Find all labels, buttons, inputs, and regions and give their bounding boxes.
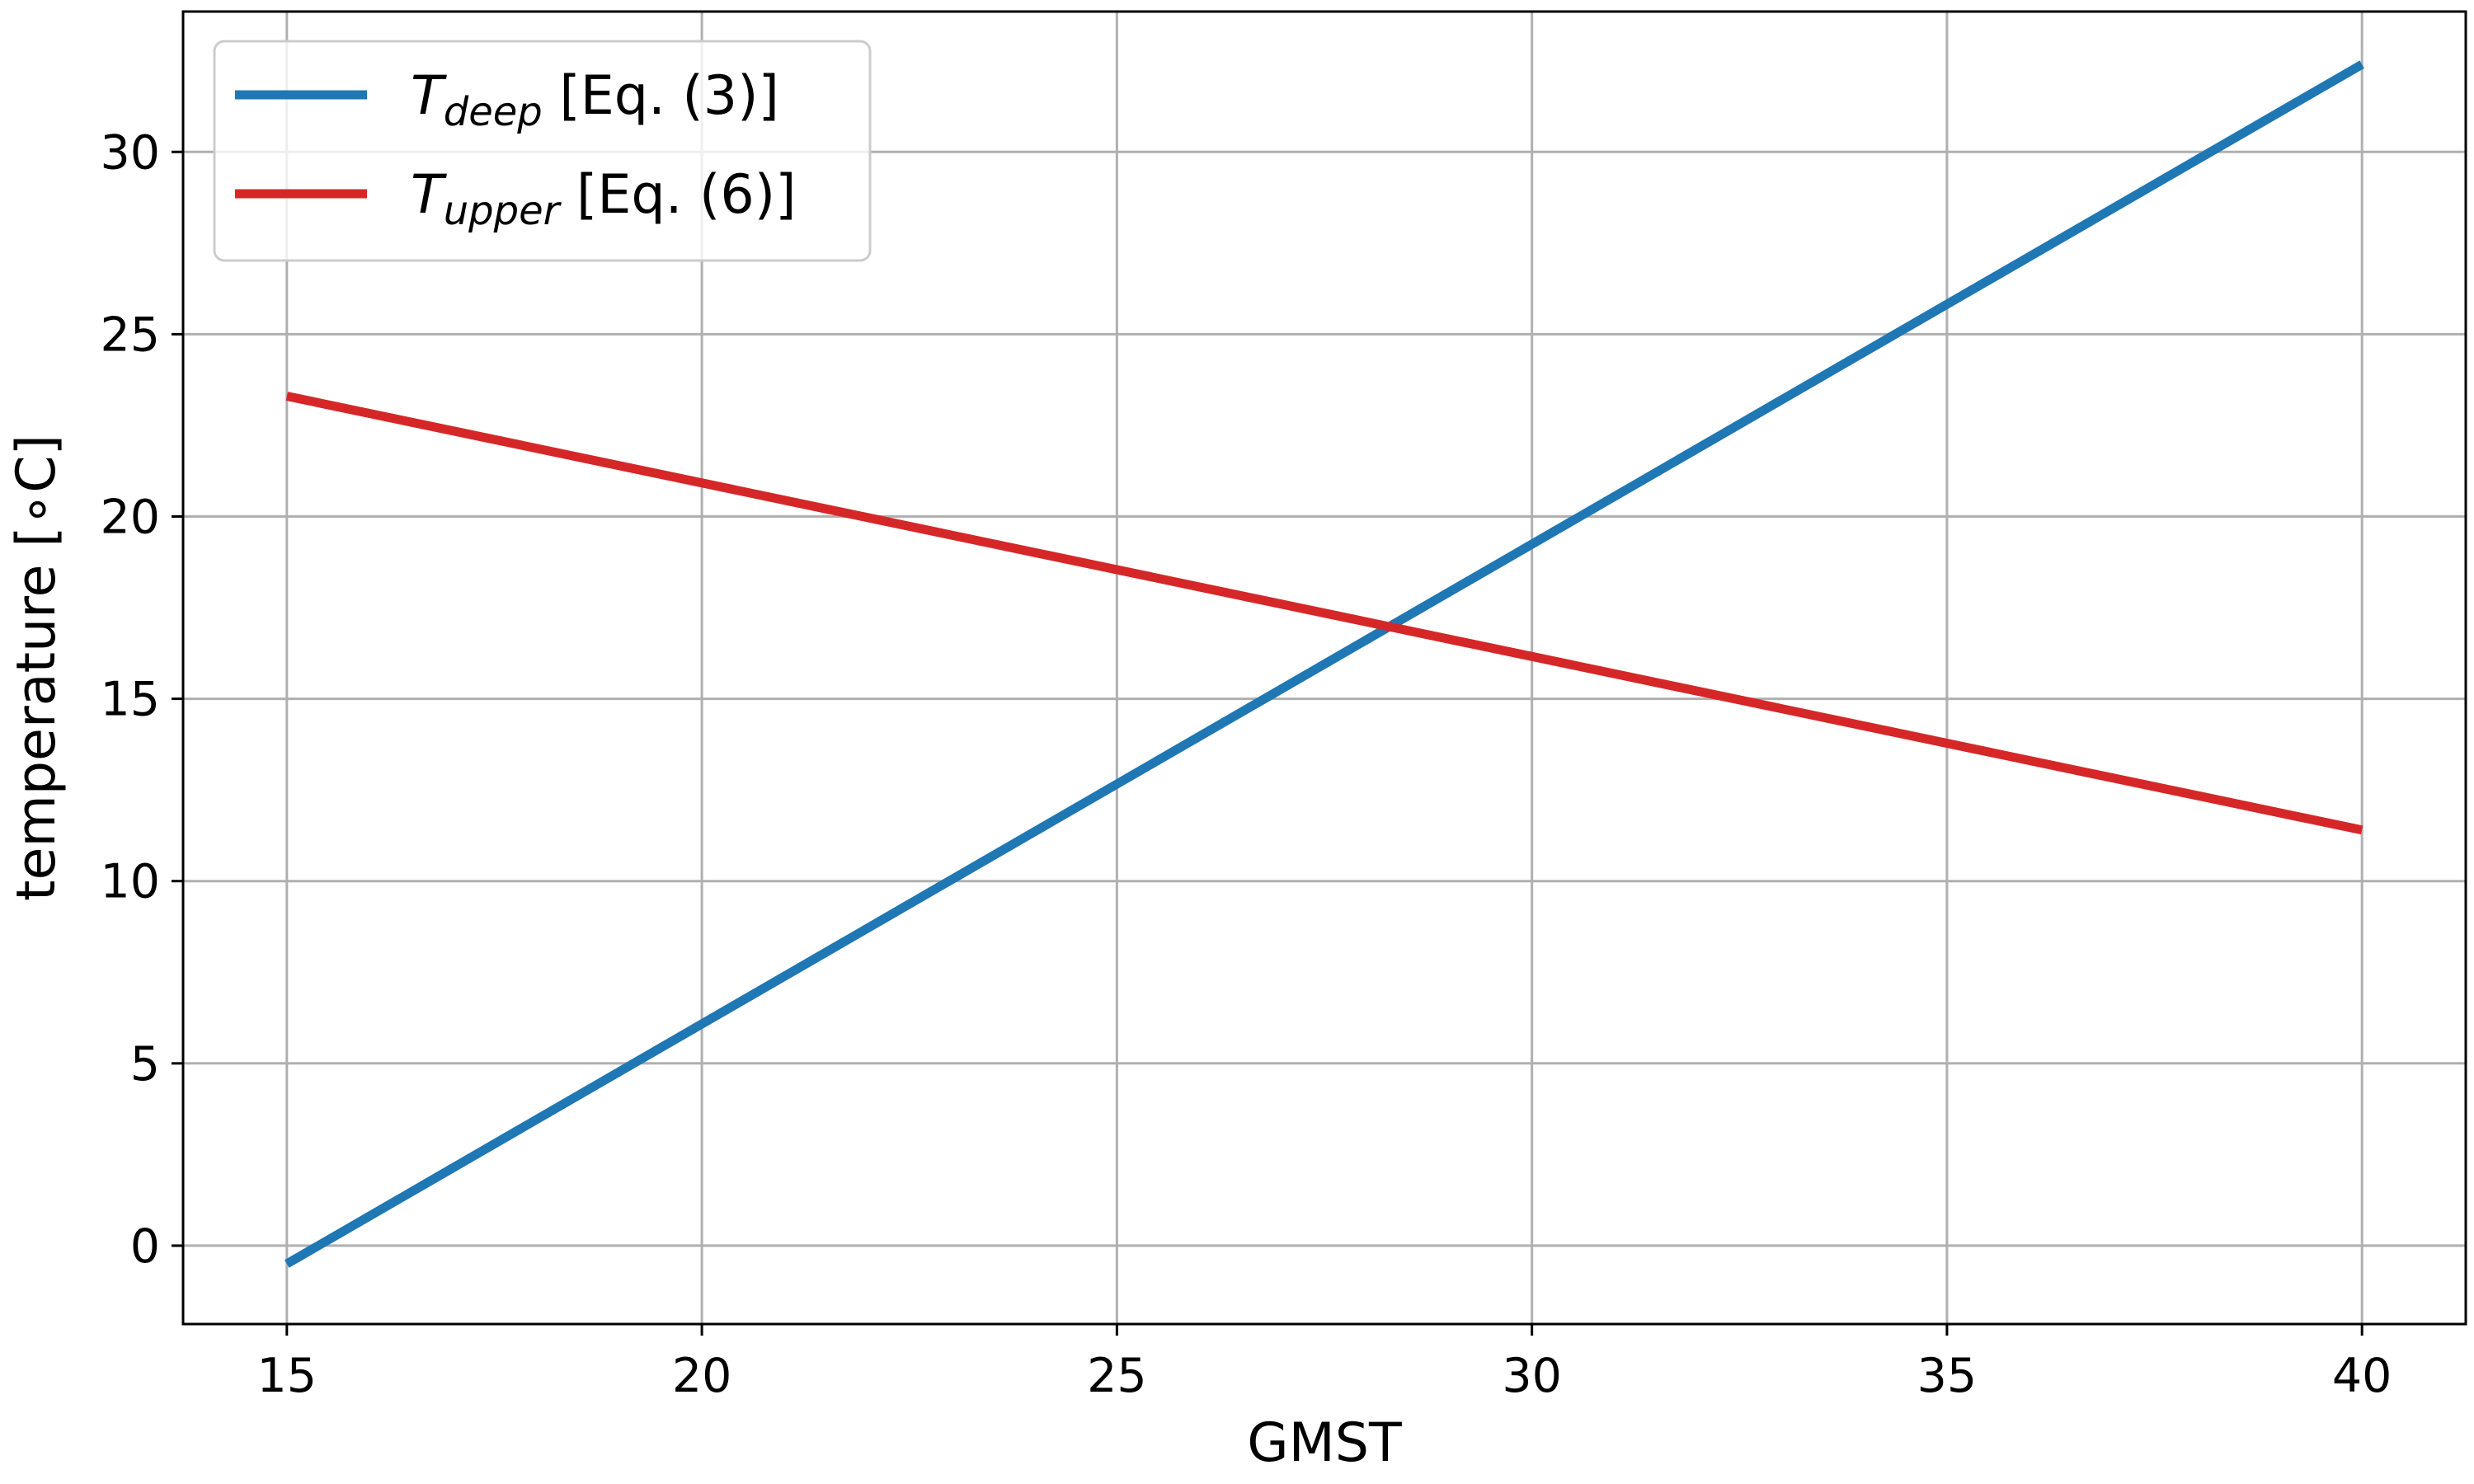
x-tick-label: 15: [257, 1349, 317, 1403]
x-tick-label: 25: [1087, 1349, 1147, 1403]
x-tick-label: 40: [2332, 1349, 2392, 1403]
x-tick-label: 30: [1502, 1349, 1562, 1403]
x-tick-label: 35: [1917, 1349, 1978, 1403]
y-tick-label: 30: [100, 125, 160, 180]
legend: Tdeep [Eq. (3)] Tupper [Eq. (6)]: [213, 40, 872, 262]
y-tick-label: 5: [130, 1037, 160, 1092]
legend-label: Tdeep [Eq. (3)]: [411, 65, 779, 135]
y-tick-label: 10: [100, 855, 160, 909]
x-axis-ticks: 15 20 25 30 35 40: [257, 1324, 2392, 1403]
y-tick-label: 15: [100, 673, 160, 727]
legend-box: [213, 40, 872, 262]
y-tick-label: 20: [100, 490, 160, 544]
legend-label: Tupper [Eq. (6)]: [411, 164, 796, 234]
x-axis-title: GMST: [1247, 1412, 1402, 1474]
y-tick-label: 25: [100, 308, 160, 362]
grid: [183, 12, 2466, 1324]
series-line-deep: [285, 60, 2364, 1268]
y-axis-title: temperature [∘C]: [6, 434, 68, 901]
x-tick-label: 20: [672, 1349, 732, 1403]
y-tick-label: 0: [130, 1219, 160, 1274]
series-lines: [285, 60, 2364, 1268]
plot-frame: [181, 10, 2467, 1326]
y-axis-ticks: 0 5 10 15 20 25 30: [100, 125, 183, 1274]
series-line-upper: [285, 392, 2363, 835]
